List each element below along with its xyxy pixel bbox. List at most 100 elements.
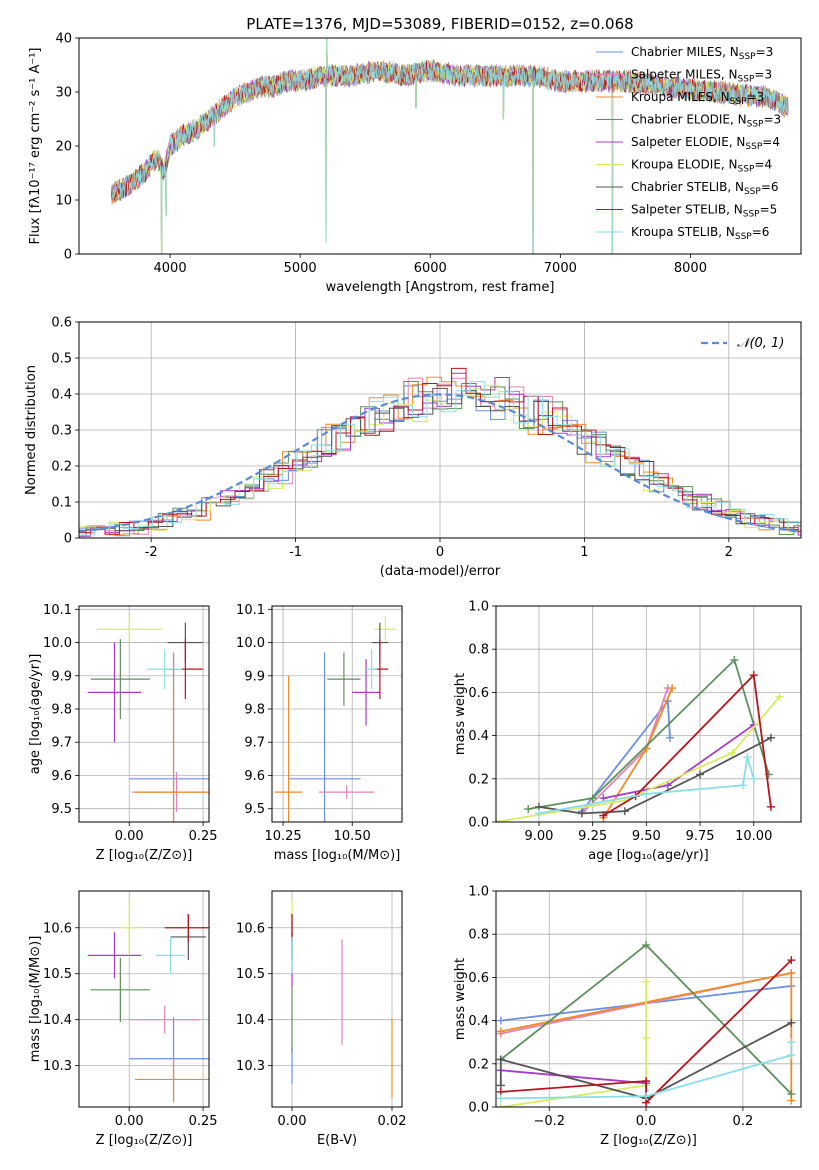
x-tick-label: 0.25 (189, 1114, 218, 1129)
weight-series-7 (500, 959, 792, 1105)
x-tick-label: 7000 (544, 261, 577, 276)
x-tick-label: 10.50 (334, 829, 371, 844)
x-tick-label: 9.75 (686, 829, 715, 844)
x-tick-label: 10.25 (264, 829, 301, 844)
age_vs_Z-panel: 0.00 0.25 9.5 9.6 9.7 9.8 9.9 10.0 10.1 Z [log₁₀(… (28, 603, 218, 863)
weight_vs_Z-panel: −0.2 0.0 0.2 0.0 0.2 0.4 0.6 0.8 1.0 Z [log₁₀(Z/Z… (453, 885, 802, 1148)
y-tick-label: 9.9 (244, 669, 265, 684)
y-axis-label: mass weight (453, 673, 468, 755)
y-tick-label: 30 (55, 86, 72, 101)
y-tick-label: 0.0 (468, 816, 489, 831)
y-tick-label: 0.3 (51, 424, 72, 439)
axes-frame (495, 890, 802, 1108)
y-tick-label: 0.4 (468, 1014, 489, 1029)
error-bars (87, 615, 209, 822)
y-tick-label: 0.2 (468, 1057, 489, 1072)
x-tick-label: 0.00 (115, 1114, 144, 1129)
spectrum-line-8 (111, 38, 789, 254)
x-tick-label: 9.50 (632, 829, 661, 844)
y-tick-label: 10.0 (236, 636, 265, 651)
y-tick-label: 0.0 (468, 1101, 489, 1116)
legend-entry: Salpeter ELODIE, NSSP=4 (631, 135, 780, 152)
axes-frame (271, 605, 403, 823)
y-tick-label: 10.6 (43, 921, 72, 936)
weight-series-5 (496, 696, 781, 822)
mass_vs_ebv-panel: 0.00 0.02 10.3 10.4 10.5 10.6 E(B-V) (236, 890, 407, 1148)
x-tick-label: 0.25 (189, 829, 218, 844)
y-tick-label: 0.6 (468, 686, 489, 701)
x-tick-label: 4000 (154, 261, 187, 276)
y-tick-label: 0.6 (468, 971, 489, 986)
y-tick-label: 10.1 (236, 603, 265, 618)
histogram-7 (79, 367, 801, 535)
x-tick-label: 0.02 (378, 1114, 407, 1129)
axes-frame (78, 605, 210, 823)
x-tick-label: 0.00 (115, 829, 144, 844)
y-tick-label: 9.6 (244, 769, 265, 784)
mass_vs_Z-panel: 0.00 0.25 10.3 10.4 10.5 10.6 Z [log₁₀(Z/Z⊙)] m… (28, 890, 218, 1148)
error-bars (87, 900, 209, 1103)
axes-frame (78, 37, 802, 255)
y-tick-label: 0.8 (468, 928, 489, 943)
y-tick-label: 9.7 (244, 736, 265, 751)
y-axis-label: Flux [fλ10⁻¹⁷ erg cm⁻² s⁻¹ A⁻¹] (28, 48, 43, 245)
y-tick-label: 0 (64, 248, 72, 263)
y-tick-label: 10.5 (43, 967, 72, 982)
histogram-6 (79, 387, 801, 532)
x-tick-label: 5000 (284, 261, 317, 276)
legend-entry: Chabrier ELODIE, NSSP=3 (631, 113, 781, 130)
axes-frame (495, 605, 802, 823)
x-tick-label: −0.2 (533, 1114, 565, 1129)
y-tick-label: 9.5 (51, 802, 72, 817)
x-tick-label: 9.00 (524, 829, 553, 844)
y-tick-label: 9.8 (244, 703, 265, 718)
residuals-panel: -2 -1 0 1 2 0 0.1 0.2 0.3 0.4 0.5 0.6 (data-model)/e… (24, 316, 802, 579)
error-bars (291, 900, 393, 1098)
y-tick-label: 10 (55, 194, 72, 209)
x-tick-label: -2 (145, 545, 158, 560)
y-tick-label: 40 (55, 32, 72, 47)
gaussian-curve (79, 393, 801, 533)
x-axis-label: Z [log₁₀(Z/Z⊙)] (600, 1133, 697, 1148)
x-axis-label: (data-model)/error (380, 564, 501, 579)
legend-entry: Salpeter STELIB, NSSP=5 (631, 203, 777, 220)
y-tick-label: 20 (55, 140, 72, 155)
legend-entry: Chabrier MILES, NSSP=3 (631, 45, 773, 62)
y-tick-label: 0.2 (51, 460, 72, 475)
weight-series-8 (500, 1042, 793, 1100)
x-axis-label: mass [log₁₀(M/M⊙)] (274, 848, 401, 863)
x-tick-label: 1 (580, 545, 588, 560)
chart-title: PLATE=1376, MJD=53089, FIBERID=0152, z=0… (246, 15, 633, 33)
y-tick-label: 10.3 (236, 1059, 265, 1074)
y-axis-label: mass weight (453, 958, 468, 1040)
x-axis-label: E(B-V) (317, 1133, 357, 1148)
weight-series-3 (528, 658, 770, 810)
histogram-2 (80, 376, 801, 536)
y-axis-label: mass [log₁₀(M/M⊙)] (28, 936, 43, 1063)
x-tick-label: 0 (436, 545, 444, 560)
legend-entry: Salpeter MILES, NSSP=3 (631, 68, 772, 85)
y-tick-label: 0.4 (468, 729, 489, 744)
y-tick-label: 10.6 (236, 921, 265, 936)
weight-series-6 (499, 1022, 792, 1100)
x-tick-label: 2 (725, 545, 733, 560)
y-tick-label: 1.0 (468, 885, 489, 900)
y-tick-label: 9.7 (51, 736, 72, 751)
y-tick-label: 9.5 (244, 802, 265, 817)
legend-entry: Kroupa ELODIE, NSSP=4 (631, 158, 772, 175)
y-tick-label: 10.4 (236, 1013, 265, 1028)
histogram-8 (80, 381, 801, 536)
x-tick-label: 6000 (414, 261, 447, 276)
weight-lines (496, 941, 796, 1107)
weight-series-5 (500, 981, 647, 1107)
y-tick-label: 10.5 (236, 967, 265, 982)
y-tick-label: 0.1 (51, 496, 72, 511)
y-tick-label: 0.5 (51, 352, 72, 367)
axes-frame (78, 890, 210, 1108)
legend-entry: Chabrier STELIB, NSSP=6 (631, 180, 779, 197)
y-tick-label: 10.3 (43, 1059, 72, 1074)
x-tick-label: 8000 (674, 261, 707, 276)
y-axis-label: age [log₁₀(age/yr)] (28, 654, 43, 775)
y-tick-label: 0.2 (468, 772, 489, 787)
legend-entry: Kroupa STELIB, NSSP=6 (631, 225, 769, 242)
